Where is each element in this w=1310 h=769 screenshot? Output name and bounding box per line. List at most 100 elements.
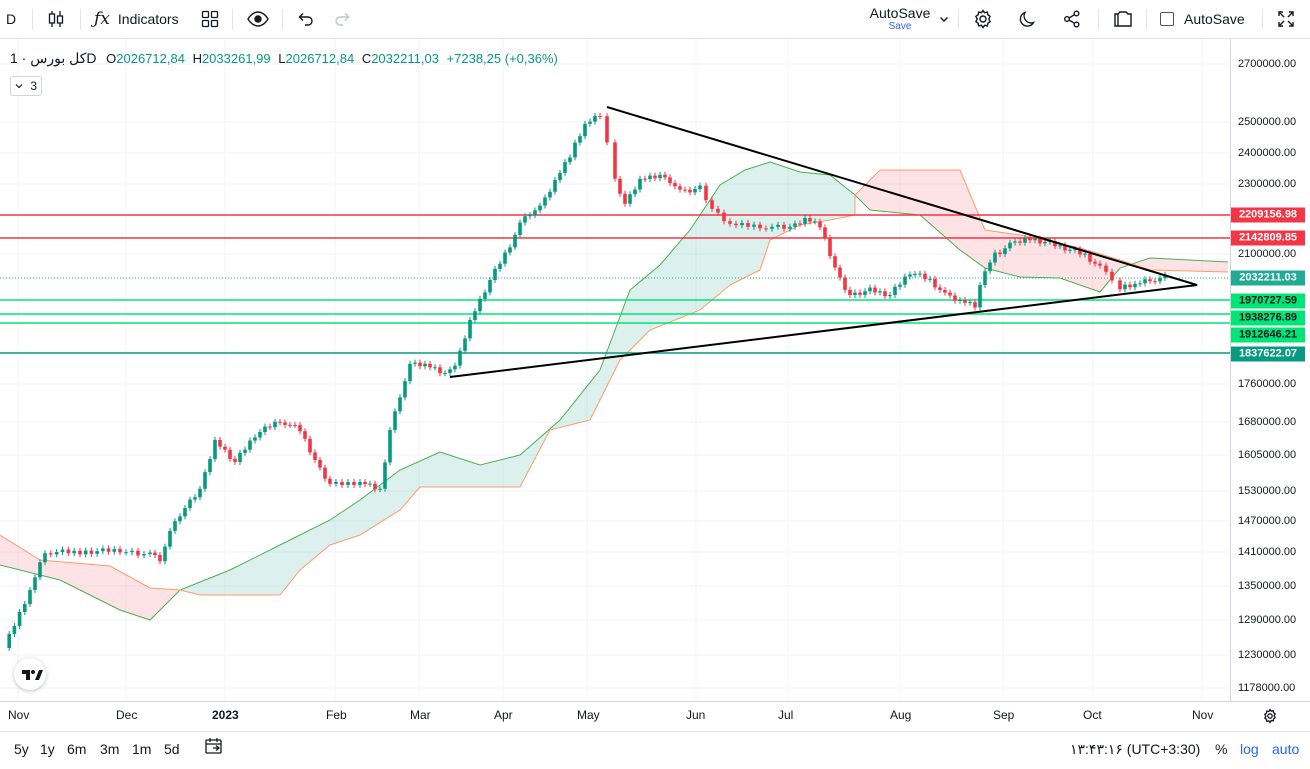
candle-body	[508, 247, 512, 253]
candle-body	[1133, 283, 1137, 288]
candle-body	[776, 224, 780, 227]
candle-body	[883, 291, 887, 297]
candle-body	[663, 174, 667, 178]
candle-body	[383, 462, 387, 489]
share-icon	[1062, 9, 1082, 29]
candle-body	[433, 367, 437, 369]
candle-body	[448, 369, 452, 374]
candle-body	[648, 175, 652, 179]
candle-body	[408, 363, 412, 382]
layouts-button[interactable]	[200, 0, 220, 38]
range-button-5y[interactable]: 5y	[14, 741, 29, 757]
candle-body	[593, 115, 597, 122]
calendar-icon	[204, 732, 224, 769]
candle-body	[298, 425, 302, 432]
time-axis-label: Dec	[116, 708, 138, 722]
hide-button[interactable]	[246, 0, 270, 38]
range-button-3m[interactable]: 3m	[100, 741, 120, 757]
divider	[1146, 9, 1147, 29]
candle-body	[158, 555, 162, 562]
symbol-button[interactable]: D	[6, 0, 16, 38]
candle-body	[746, 223, 750, 227]
time-axis[interactable]	[0, 701, 1310, 730]
undo-button[interactable]	[296, 0, 314, 38]
candle-body	[678, 186, 682, 190]
leading-span-a	[0, 161, 1229, 621]
price-axis-label: 1760000.00	[1238, 378, 1297, 390]
percent-toggle[interactable]: %	[1215, 741, 1228, 757]
candle-body	[308, 438, 312, 453]
autosave-dropdown[interactable]	[938, 0, 950, 38]
legend-symbol[interactable]: کل بورس · 1D	[10, 50, 97, 66]
range-button-6m[interactable]: 6m	[67, 741, 87, 757]
candle-body	[868, 287, 872, 292]
candle-body	[583, 123, 587, 137]
chart-settings-button[interactable]	[1262, 708, 1278, 729]
share-button[interactable]	[1062, 0, 1082, 38]
candle-body	[238, 452, 242, 462]
candle-body	[953, 295, 957, 301]
candle-body	[573, 142, 577, 158]
autosave-sub: Save	[888, 21, 912, 32]
goto-date-button[interactable]	[204, 731, 224, 768]
candle-body	[101, 548, 105, 552]
candle-body	[278, 421, 282, 423]
candle-body	[1058, 245, 1062, 247]
fullscreen-button[interactable]	[1276, 0, 1296, 38]
chart-type-button[interactable]	[46, 0, 66, 38]
time-axis-label: Mar	[410, 708, 431, 722]
indicators-button[interactable]: ƒx Indicators	[94, 0, 179, 38]
triangle-drawing[interactable]	[449, 106, 1198, 378]
gear-icon	[972, 8, 994, 30]
candle-body	[208, 459, 212, 473]
chart-canvas[interactable]	[0, 39, 1230, 701]
timezone-clock[interactable]: ۱۳:۴۳:۱۶ (UTC+3:30)	[1070, 741, 1201, 757]
price-axis-label: 2100000.00	[1238, 248, 1297, 260]
eye-icon	[246, 9, 270, 29]
indicators-collapse-button[interactable]: 3	[10, 76, 42, 96]
candle-body	[318, 460, 322, 468]
candle-body	[568, 157, 572, 163]
candle-body	[618, 178, 622, 194]
range-button-1m[interactable]: 1m	[132, 741, 152, 757]
range-button-5d[interactable]: 5d	[164, 741, 180, 757]
tradingview-logo[interactable]	[14, 658, 46, 690]
candle-body	[1143, 279, 1147, 284]
candle-body	[193, 497, 197, 500]
candle-body	[803, 218, 807, 224]
range-button-1y[interactable]: 1y	[40, 741, 55, 757]
candle-body	[764, 228, 768, 230]
price-axis[interactable]	[1230, 39, 1310, 701]
redo-button[interactable]	[334, 0, 352, 38]
candle-body	[483, 292, 487, 299]
candle-body	[43, 553, 47, 563]
moon-icon	[1018, 9, 1038, 29]
candle-body	[188, 499, 192, 508]
auto-toggle[interactable]: auto	[1272, 741, 1300, 757]
candle-body	[523, 216, 527, 223]
time-axis-label: Feb	[326, 708, 347, 722]
autosave-menu[interactable]: AutoSave Save	[866, 0, 934, 38]
log-toggle[interactable]: log	[1240, 741, 1259, 757]
theme-toggle[interactable]	[1018, 0, 1038, 38]
cloud-bearish-early	[0, 535, 180, 620]
candle-body	[112, 549, 117, 552]
candle-body	[1008, 242, 1012, 249]
price-axis-label: 1470000.00	[1238, 515, 1297, 527]
candle-body	[538, 205, 542, 211]
candle-body	[1088, 253, 1092, 262]
snapshot-button[interactable]	[1112, 0, 1134, 38]
divider	[80, 9, 81, 29]
candle-body	[468, 320, 472, 339]
candle-body	[1018, 241, 1022, 243]
candle-body	[928, 278, 932, 280]
autosave-checkbox-toggle[interactable]: AutoSave	[1160, 0, 1245, 38]
redo-icon	[334, 10, 352, 28]
checkbox[interactable]	[1160, 12, 1174, 26]
candle-body	[438, 367, 442, 374]
candle-body	[578, 136, 582, 143]
settings-button[interactable]	[972, 0, 994, 38]
candle-body	[888, 295, 892, 297]
candle-body	[1110, 271, 1114, 281]
candle-body	[223, 446, 227, 450]
